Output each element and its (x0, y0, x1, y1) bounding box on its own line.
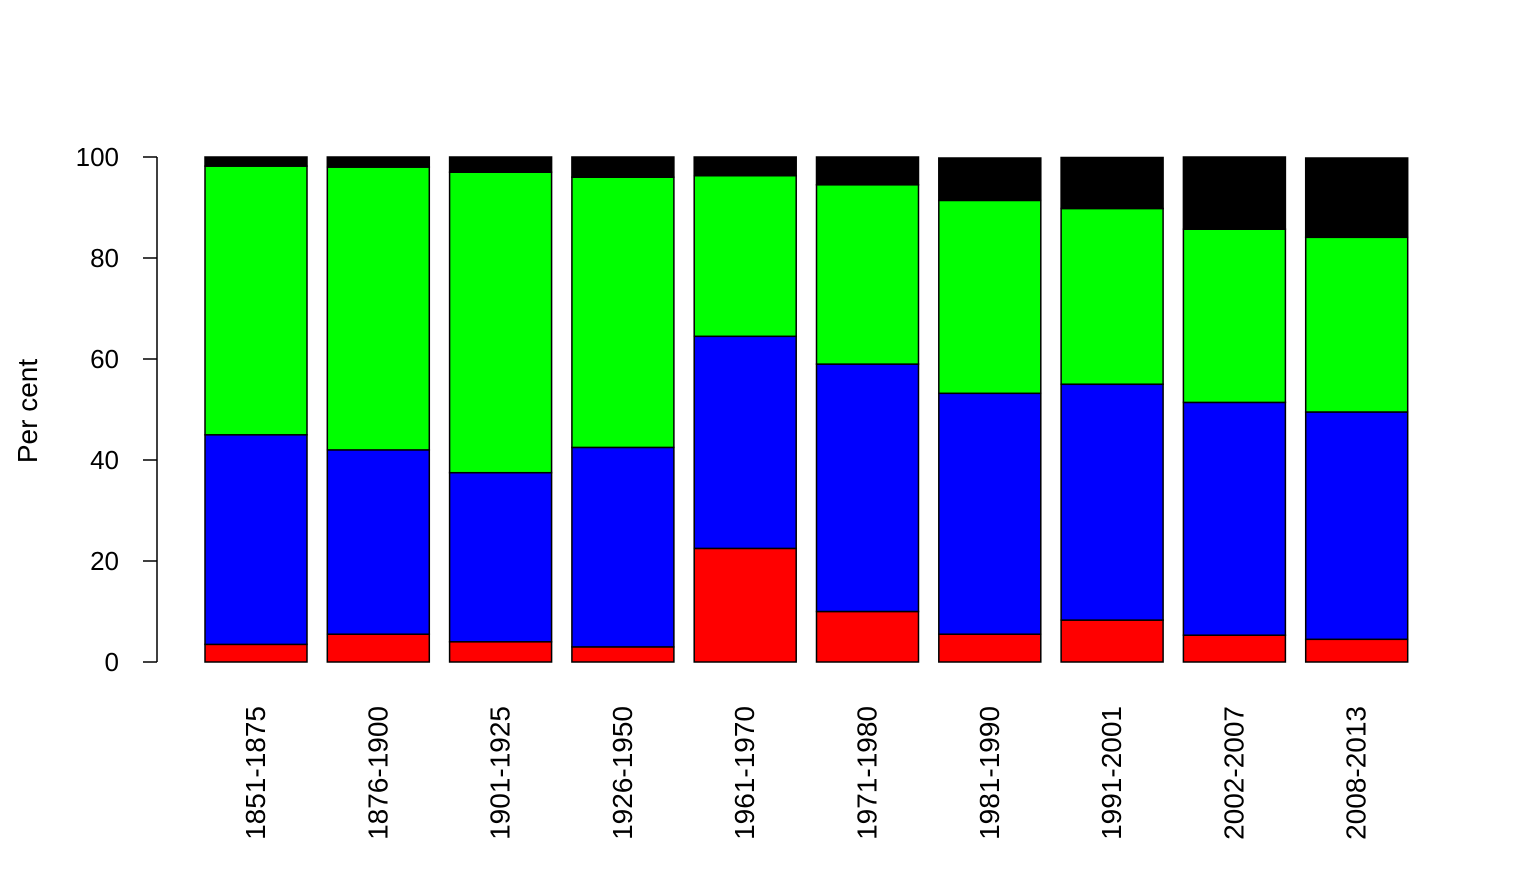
x-tick-label-1901-1925: 1901-1925 (485, 706, 516, 840)
bar-segment-1876-1900-s2 (326, 449, 431, 635)
bar-segment-1876-1900-s4 (326, 156, 431, 168)
bar-segment-1876-1900-s1 (326, 633, 431, 663)
bar-segment-1901-1925-s1 (448, 641, 553, 663)
bar-segment-1961-1970-s1 (693, 547, 797, 663)
bar-segment-1901-1925-s3 (448, 171, 553, 474)
y-tick-label-60: 60 (90, 344, 119, 374)
x-tick-labels: 1851-1875 1876-1900 1901-1925 1926-1950 1961… (240, 706, 1372, 840)
y-axis-label: Per cent (12, 359, 43, 463)
bar-segment-1971-1980-s2 (815, 363, 920, 613)
bar-segment-1876-1900-s3 (326, 166, 431, 451)
bar-segment-2008-2013-s2 (1304, 411, 1409, 641)
bar-segment-1991-2001-s3 (1060, 207, 1164, 385)
bar-segment-1901-1925-s2 (448, 471, 553, 643)
bar-segment-2008-2013-s3 (1304, 236, 1409, 413)
bar-segment-1926-1950-s2 (571, 446, 675, 648)
bar-segment-2002-2007-s4 (1182, 156, 1287, 230)
x-tick-label-1876-1900: 1876-1900 (362, 706, 393, 840)
bar-segment-1851-1875-s1 (204, 643, 308, 663)
bar-segment-1971-1980-s4 (815, 156, 920, 186)
bar-segment-1991-2001-s4 (1060, 156, 1164, 210)
bar-segment-1971-1980-s1 (815, 610, 920, 663)
x-tick-label-2002-2007: 2002-2007 (1218, 706, 1249, 840)
bar-segment-1851-1875-s3 (204, 165, 308, 436)
bar-segment-1926-1950-s3 (571, 176, 675, 449)
bar-segment-1961-1970-s4 (693, 156, 797, 177)
x-tick-label-1981-1990: 1981-1990 (974, 706, 1005, 840)
bar-segment-2002-2007-s3 (1182, 228, 1287, 404)
bar-segment-1981-1990-s3 (938, 199, 1042, 395)
bar-segment-2008-2013-s1 (1304, 638, 1409, 663)
y-tick-label-100: 100 (76, 142, 119, 172)
x-tick-label-1926-1950: 1926-1950 (607, 706, 638, 840)
y-tick-label-40: 40 (90, 445, 119, 475)
bar-segment-1981-1990-s1 (938, 633, 1042, 663)
bar-segment-1926-1950-s1 (571, 646, 675, 663)
bar-segment-1981-1990-s2 (938, 392, 1042, 635)
bar-segment-2002-2007-s1 (1182, 634, 1287, 663)
x-tick-label-1991-2001: 1991-2001 (1096, 706, 1127, 840)
bar-segment-1961-1970-s3 (693, 174, 797, 338)
bar-segment-1901-1925-s4 (448, 156, 553, 173)
y-axis: 0 20 40 60 80 100 (76, 142, 158, 677)
bar-segment-1991-2001-s1 (1060, 619, 1164, 663)
x-tick-label-1851-1875: 1851-1875 (240, 706, 271, 840)
y-tick-label-0: 0 (105, 647, 119, 677)
bar-segment-1851-1875-s2 (204, 434, 308, 646)
x-tick-label-1961-1970: 1961-1970 (729, 706, 760, 840)
x-tick-label-1971-1980: 1971-1980 (852, 706, 883, 840)
y-tick-label-20: 20 (90, 546, 119, 576)
bar-segment-1851-1875-s4 (204, 156, 308, 167)
bar-segment-1961-1970-s2 (693, 335, 797, 550)
bar-segment-1971-1980-s3 (815, 184, 920, 365)
bar-segment-2002-2007-s2 (1182, 401, 1287, 636)
bar-segment-2008-2013-s4 (1304, 157, 1409, 239)
bar-segment-1991-2001-s2 (1060, 383, 1164, 621)
y-tick-label-80: 80 (90, 243, 119, 273)
bar-segment-1981-1990-s4 (938, 157, 1042, 202)
x-tick-label-2008-2013: 2008-2013 (1341, 706, 1372, 840)
bar-segment-1926-1950-s4 (571, 156, 675, 178)
bars-layer (204, 156, 1409, 663)
